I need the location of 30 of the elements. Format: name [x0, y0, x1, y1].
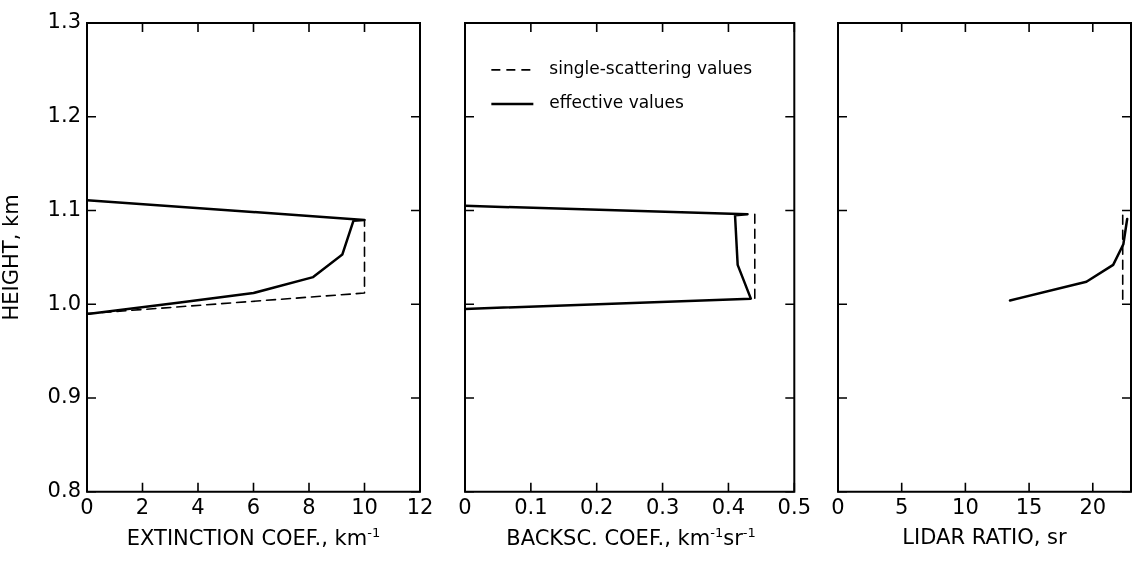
legend-label: single-scattering values	[549, 58, 753, 79]
y-tick-label: 1.1	[47, 196, 81, 221]
x-axis-title: EXTINCTION COEF., km$^{-1}$	[125, 525, 382, 550]
x-tick-label: 6	[246, 494, 261, 519]
y-tick-label: 0.9	[47, 384, 81, 409]
x-tick-label: 10	[952, 494, 979, 519]
x-tick-label: 12	[406, 494, 434, 519]
x-tick-label: 10	[351, 494, 378, 519]
x-tick-label: 0.1	[514, 494, 548, 519]
y-tick-label: 0.8	[47, 478, 81, 503]
y-tick-label: 1.3	[47, 9, 81, 34]
y-tick-label: 1.0	[47, 290, 81, 315]
x-tick-label: 0.3	[645, 494, 680, 519]
x-tick-label: 2	[135, 494, 150, 519]
x-tick-label: 0	[80, 494, 94, 519]
x-tick-label: 15	[1015, 494, 1043, 519]
x-tick-label: 0.2	[580, 494, 614, 519]
x-axis-title: BACKSC. COEF., km$^{-1}$sr$^{-1}$	[505, 525, 757, 550]
x-tick-label: 0	[831, 494, 845, 519]
x-tick-label: 8	[302, 494, 316, 519]
x-axis-title: LIDAR RATIO, sr	[901, 525, 1068, 549]
x-tick-label: 0	[458, 494, 472, 519]
y-tick-label: 1.2	[47, 103, 81, 128]
legend-label: effective values	[549, 92, 685, 113]
x-tick-label: 0.5	[777, 494, 811, 519]
y-axis-title: HEIGHT, km	[0, 194, 24, 321]
x-tick-label: 5	[895, 494, 909, 519]
x-tick-label: 4	[191, 494, 205, 519]
x-tick-label: 0.4	[711, 494, 746, 519]
x-tick-label: 20	[1079, 494, 1107, 519]
